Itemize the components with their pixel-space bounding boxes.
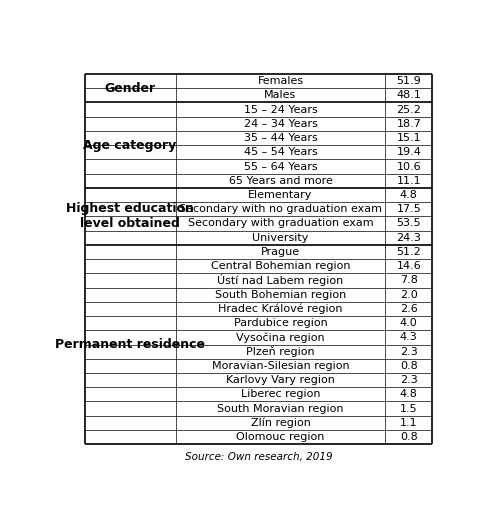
Text: 1.1: 1.1 [400, 418, 418, 428]
Text: Vysočina region: Vysočina region [236, 332, 325, 343]
Text: Olomouc region: Olomouc region [236, 432, 325, 442]
Text: 2.3: 2.3 [400, 375, 418, 385]
Text: 14.6: 14.6 [396, 261, 421, 271]
Text: Central Bohemian region: Central Bohemian region [211, 261, 350, 271]
Text: 15 – 24 Years: 15 – 24 Years [244, 104, 317, 115]
Text: 55 – 64 Years: 55 – 64 Years [244, 161, 317, 172]
Text: 17.5: 17.5 [396, 204, 421, 214]
Text: 15.1: 15.1 [396, 133, 421, 143]
Text: 2.6: 2.6 [400, 304, 418, 314]
Text: 0.8: 0.8 [400, 361, 418, 371]
Text: 2.3: 2.3 [400, 347, 418, 357]
Text: Secondary with graduation exam: Secondary with graduation exam [188, 219, 373, 229]
Text: 24 – 34 Years: 24 – 34 Years [244, 119, 317, 129]
Text: Plzeň region: Plzeň region [246, 346, 315, 357]
Text: 51.2: 51.2 [396, 247, 421, 257]
Text: Zlín region: Zlín region [250, 418, 311, 428]
Text: Moravian-Silesian region: Moravian-Silesian region [211, 361, 349, 371]
Text: Source: Own research, 2019: Source: Own research, 2019 [184, 452, 332, 462]
Text: Secondary with no graduation exam: Secondary with no graduation exam [179, 204, 382, 214]
Text: 51.9: 51.9 [396, 76, 421, 86]
Text: 19.4: 19.4 [396, 147, 421, 157]
Text: 48.1: 48.1 [396, 90, 421, 100]
Text: Age category: Age category [83, 139, 176, 151]
Text: Ústí nad Labem region: Ústí nad Labem region [217, 275, 344, 286]
Text: 24.3: 24.3 [396, 233, 421, 243]
Text: Elementary: Elementary [248, 190, 313, 200]
Text: 7.8: 7.8 [400, 276, 418, 285]
Text: Highest education
level obtained: Highest education level obtained [66, 202, 194, 231]
Text: 2.0: 2.0 [400, 290, 418, 300]
Text: Karlovy Vary region: Karlovy Vary region [226, 375, 335, 385]
Text: Gender: Gender [105, 82, 156, 95]
Text: 11.1: 11.1 [396, 176, 421, 186]
Text: 4.3: 4.3 [400, 332, 418, 342]
Text: Prague: Prague [261, 247, 300, 257]
Text: Pardubice region: Pardubice region [234, 318, 327, 328]
Text: 4.8: 4.8 [400, 389, 418, 399]
Text: South Moravian region: South Moravian region [217, 404, 344, 414]
Text: 4.0: 4.0 [400, 318, 418, 328]
Text: 1.5: 1.5 [400, 404, 418, 414]
Text: 53.5: 53.5 [396, 219, 421, 229]
Text: 18.7: 18.7 [396, 119, 421, 129]
Text: 45 – 54 Years: 45 – 54 Years [244, 147, 317, 157]
Text: Liberec region: Liberec region [241, 389, 320, 399]
Text: 10.6: 10.6 [396, 161, 421, 172]
Text: 4.8: 4.8 [400, 190, 418, 200]
Text: 25.2: 25.2 [396, 104, 421, 115]
Text: Males: Males [264, 90, 297, 100]
Text: 65 Years and more: 65 Years and more [229, 176, 332, 186]
Text: 0.8: 0.8 [400, 432, 418, 442]
Text: Permanent residence: Permanent residence [55, 338, 205, 351]
Text: 35 – 44 Years: 35 – 44 Years [244, 133, 317, 143]
Text: University: University [252, 233, 309, 243]
Text: South Bohemian region: South Bohemian region [215, 290, 346, 300]
Text: Females: Females [257, 76, 304, 86]
Text: Hradec Králové region: Hradec Králové region [218, 303, 343, 314]
